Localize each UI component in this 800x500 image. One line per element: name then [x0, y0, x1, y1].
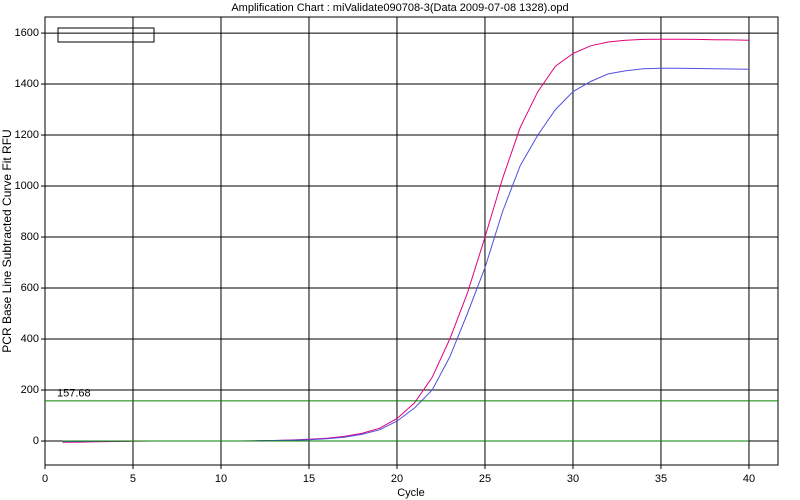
y-tick-label: 1000: [15, 180, 39, 192]
x-tick-label: 5: [130, 473, 136, 485]
x-tick-label: 0: [42, 473, 48, 485]
y-tick-label: 1400: [15, 78, 39, 90]
y-tick-label: 0: [33, 435, 39, 447]
y-tick-label: 1600: [15, 27, 39, 39]
x-tick-label: 35: [655, 473, 667, 485]
x-tick-label: 20: [391, 473, 403, 485]
x-tick-label: 15: [303, 473, 315, 485]
y-tick-label: 200: [21, 384, 39, 396]
legend-box: [57, 27, 155, 43]
y-axis-label: PCR Base Line Subtracted Curve Fit RFU: [0, 129, 14, 352]
y-tick-label: 800: [21, 231, 39, 243]
y-tick-label: 600: [21, 282, 39, 294]
x-tick-label: 30: [567, 473, 579, 485]
y-tick-label: 400: [21, 333, 39, 345]
threshold-label: 157.68: [57, 388, 91, 400]
x-tick-label: 40: [743, 473, 755, 485]
x-axis-label: Cycle: [397, 487, 425, 499]
chart-title: Amplification Chart : miValidate090708-3…: [231, 2, 568, 14]
y-tick-label: 1200: [15, 129, 39, 141]
x-tick-label: 10: [215, 473, 227, 485]
x-tick-label: 25: [479, 473, 491, 485]
